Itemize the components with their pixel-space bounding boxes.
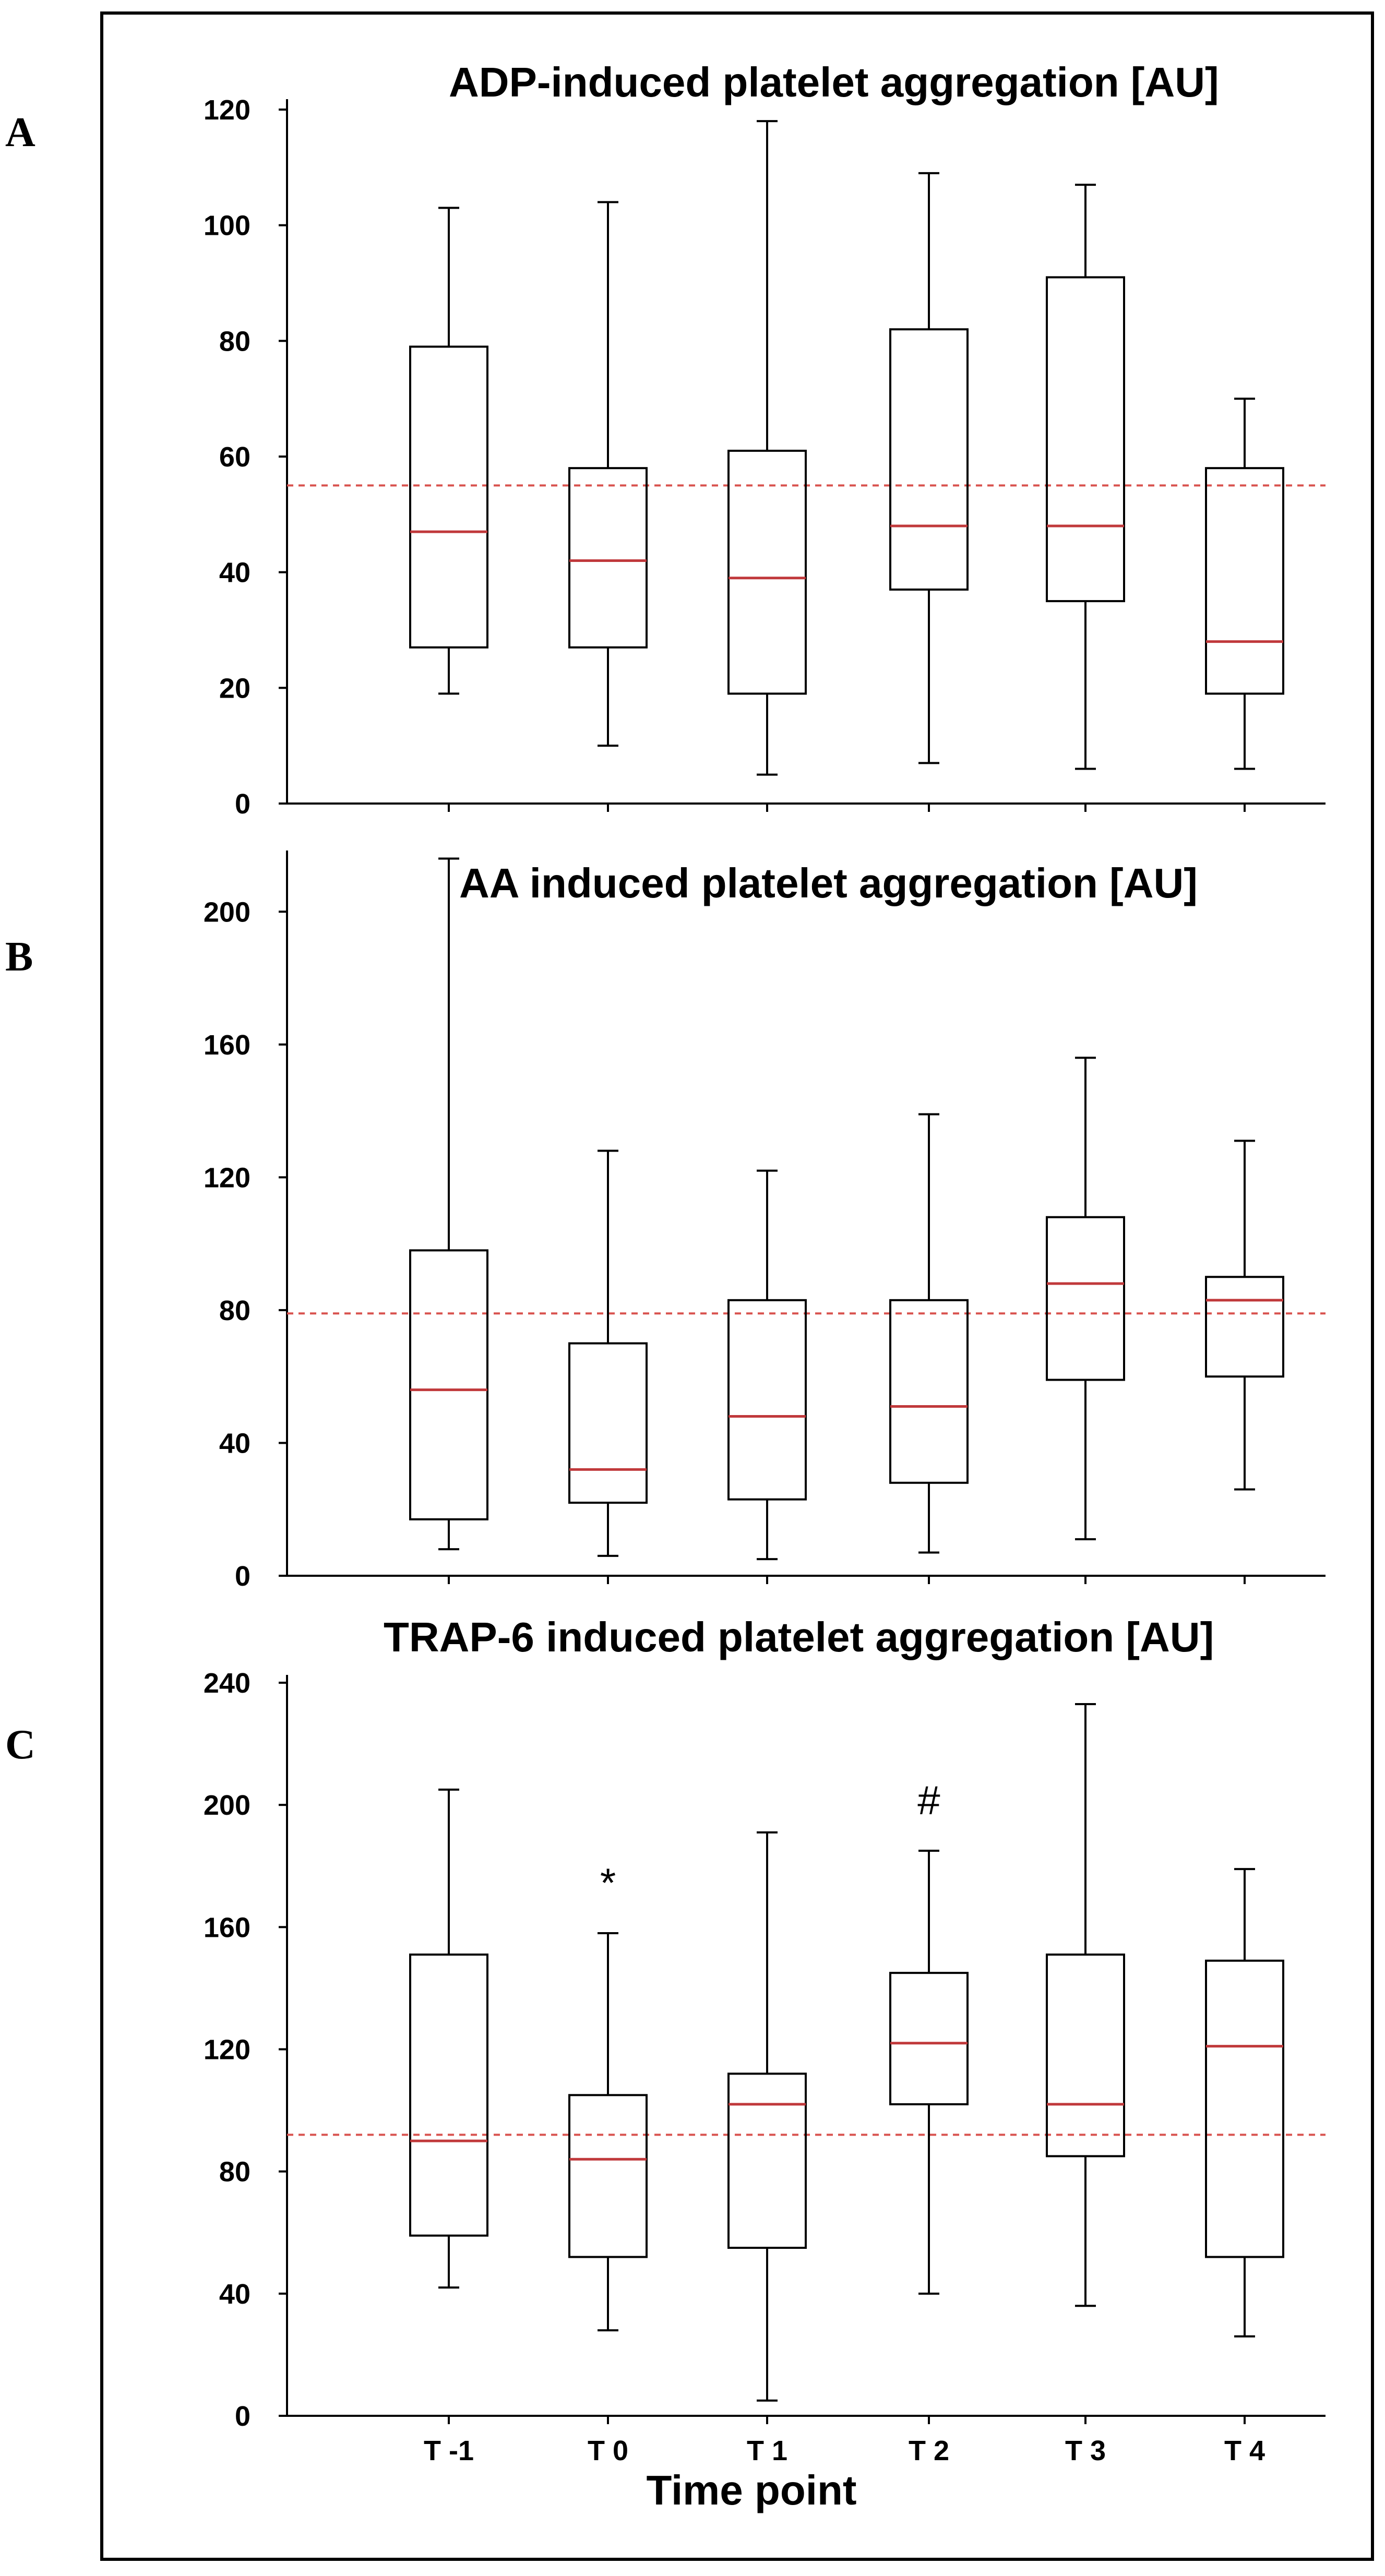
iqr-box <box>409 1954 488 2237</box>
box-t1 <box>727 1169 807 1561</box>
iqr-box <box>889 328 969 591</box>
chart-title-adp: ADP-induced platelet aggregation [AU] <box>449 59 1219 105</box>
figure-frame <box>100 11 1374 2561</box>
iqr-box <box>1046 1216 1125 1381</box>
y-tick-label: 160 <box>204 1029 250 1061</box>
y-tick-label: 0 <box>235 1561 250 1592</box>
iqr-box <box>568 467 648 649</box>
y-tick-label: 20 <box>219 673 250 704</box>
iqr-box <box>1046 1954 1125 2158</box>
y-tick-label: 200 <box>204 1790 250 1821</box>
plot-panel-c: 0 40 80 120 160 200 240 * # <box>204 1668 1326 2432</box>
y-tick-label: 80 <box>219 2156 250 2188</box>
y-tick-label: 60 <box>219 441 250 473</box>
box-t3 <box>1046 1703 1125 2307</box>
significance-asterisk: * <box>600 1860 616 1906</box>
iqr-box <box>727 1299 807 1501</box>
significance-hash: # <box>917 1777 940 1823</box>
x-tick-label: T 3 <box>1065 2435 1106 2466</box>
x-tick-label: T 2 <box>909 2435 949 2466</box>
iqr-box <box>568 1342 648 1504</box>
box-t4 <box>1205 398 1284 770</box>
x-tick-label: T -1 <box>424 2435 474 2466</box>
y-tick-label: 120 <box>204 2034 250 2066</box>
iqr-box <box>1205 1276 1284 1378</box>
y-tick-label: 0 <box>235 788 250 820</box>
y-tick-label: 160 <box>204 1912 250 1943</box>
y-tick-label: 120 <box>204 94 250 126</box>
plot-panel-a: 0 20 40 60 80 100 120 <box>204 94 1326 820</box>
iqr-box <box>1205 467 1284 695</box>
iqr-box <box>889 1299 969 1484</box>
iqr-box <box>409 1249 488 1520</box>
box-t0 <box>568 1149 648 1557</box>
y-tick-label: 80 <box>219 326 250 357</box>
y-tick-label: 80 <box>219 1295 250 1326</box>
y-tick-label: 40 <box>219 557 250 589</box>
box-t-1 <box>409 207 488 695</box>
iqr-box <box>889 1972 969 2105</box>
box-t3 <box>1046 184 1125 770</box>
box-t1 <box>727 1831 807 2402</box>
iqr-box <box>568 2094 648 2258</box>
y-tick-label: 40 <box>219 2279 250 2310</box>
y-tick-label: 40 <box>219 1428 250 1459</box>
box-t2 <box>889 172 969 764</box>
x-tick-label: T 1 <box>747 2435 787 2466</box>
iqr-box <box>1205 1959 1284 2258</box>
x-axis-label: Time point <box>647 2467 857 2513</box>
iqr-box <box>1046 276 1125 603</box>
box-t0 <box>568 201 648 747</box>
box-t2 <box>889 1113 969 1554</box>
y-tick-label: 0 <box>235 2401 250 2432</box>
iqr-box <box>727 2072 807 2249</box>
chart-title-trap6: TRAP-6 induced platelet aggregation [AU] <box>384 1614 1214 1660</box>
box-t3 <box>1046 1057 1125 1540</box>
y-tick-label: 120 <box>204 1162 250 1193</box>
y-tick-label: 100 <box>204 210 250 242</box>
box-t0 <box>568 1932 648 2332</box>
box-t-1 <box>409 1788 488 2289</box>
plot-panel-b: 0 40 80 120 160 200 <box>204 850 1326 1592</box>
panel-letter-a: A <box>5 110 35 155</box>
box-t1 <box>727 120 807 776</box>
chart-title-aa: AA induced platelet aggregation [AU] <box>459 860 1198 906</box>
x-tick-label: T 4 <box>1224 2435 1265 2466</box>
box-t4 <box>1205 1140 1284 1491</box>
panel-letter-c: C <box>5 1722 35 1768</box>
box-t-1 <box>409 857 488 1551</box>
box-t2 <box>889 1849 969 2295</box>
y-tick-label: 240 <box>204 1668 250 1699</box>
iqr-box <box>409 345 488 649</box>
x-axis-tick-labels: T -1 T 0 T 1 T 2 T 3 T 4 <box>424 2435 1265 2466</box>
iqr-box <box>727 449 807 695</box>
box-t4 <box>1205 1868 1284 2338</box>
y-tick-label: 200 <box>204 896 250 928</box>
x-tick-label: T 0 <box>588 2435 628 2466</box>
panel-letter-b: B <box>5 934 33 980</box>
